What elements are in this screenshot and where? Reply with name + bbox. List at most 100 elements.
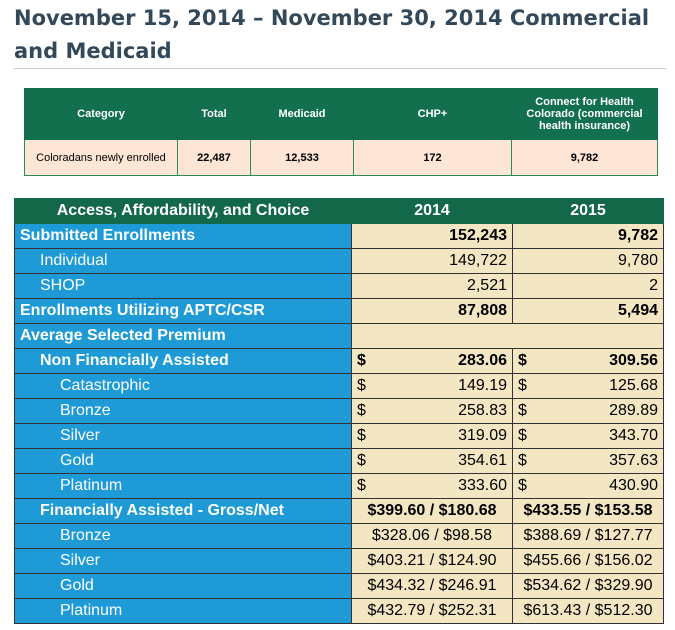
value-2014: $403.21 / $124.90	[351, 548, 513, 574]
cell-connect: 9,782	[511, 139, 658, 176]
value-2015: $289.89	[512, 398, 664, 424]
row-label: Average Selected Premium	[14, 323, 352, 349]
currency-symbol: $	[357, 427, 366, 444]
currency-symbol: $	[518, 377, 527, 394]
row-label: Bronze	[14, 398, 352, 424]
value-text: 357.63	[609, 452, 658, 469]
value-2014: 149,722	[351, 248, 513, 274]
value-2014: $283.06	[351, 348, 513, 374]
value-text: 430.90	[609, 477, 658, 494]
value-2014: 152,243	[351, 223, 513, 249]
table-row: SHOP 2,521 2	[14, 273, 664, 299]
empty-cell	[351, 323, 664, 349]
value-2014: $399.60 / $180.68	[351, 498, 513, 524]
header-connect: Connect for Health Colorado (commercial …	[511, 88, 658, 140]
value-2014: $319.09	[351, 423, 513, 449]
value-2015: $309.56	[512, 348, 664, 374]
table-row: Bronze $258.83 $289.89	[14, 398, 664, 424]
currency-symbol: $	[518, 452, 527, 469]
row-label: Financially Assisted - Gross/Net	[14, 498, 352, 524]
table-row: Submitted Enrollments 152,243 9,782	[14, 223, 664, 249]
value-text: 343.70	[609, 427, 658, 444]
currency-symbol: $	[518, 402, 527, 419]
currency-symbol: $	[518, 427, 527, 444]
row-label: Enrollments Utilizing APTC/CSR	[14, 298, 352, 324]
cell-category: Coloradans newly enrolled	[24, 139, 178, 176]
row-label: Platinum	[14, 598, 352, 624]
table-row: Financially Assisted - Gross/Net $399.60 …	[14, 498, 664, 524]
value-2014: $258.83	[351, 398, 513, 424]
currency-symbol: $	[518, 352, 527, 369]
value-2014: $333.60	[351, 473, 513, 499]
currency-symbol: $	[357, 377, 366, 394]
value-2014: $149.19	[351, 373, 513, 399]
value-2015: 9,782	[512, 223, 664, 249]
summary-table: Category Total Medicaid CHP+ Connect for…	[24, 88, 658, 176]
row-label: Individual	[14, 248, 352, 274]
value-2015: $343.70	[512, 423, 664, 449]
value-text: 149.19	[458, 377, 507, 394]
summary-data-row: Coloradans newly enrolled 22,487 12,533 …	[24, 139, 658, 176]
table-row: Silver $319.09 $343.70	[14, 423, 664, 449]
value-text: 289.89	[609, 402, 658, 419]
table-row: Individual 149,722 9,780	[14, 248, 664, 274]
header-2014: 2014	[351, 198, 513, 224]
table-row: Gold $354.61 $357.63	[14, 448, 664, 474]
value-2015: 9,780	[512, 248, 664, 274]
row-label: Silver	[14, 423, 352, 449]
row-label: Non Financially Assisted	[14, 348, 352, 374]
currency-symbol: $	[357, 402, 366, 419]
value-2015: 5,494	[512, 298, 664, 324]
value-text: 309.56	[609, 352, 658, 369]
row-label: Platinum	[14, 473, 352, 499]
value-2015: 2	[512, 273, 664, 299]
row-label: Bronze	[14, 523, 352, 549]
enrollment-table: Access, Affordability, and Choice 2014 2…	[14, 198, 664, 624]
row-label: Silver	[14, 548, 352, 574]
value-2014: $434.32 / $246.91	[351, 573, 513, 599]
value-text: 333.60	[458, 477, 507, 494]
value-2015: $388.69 / $127.77	[512, 523, 664, 549]
table-row: Silver $403.21 / $124.90 $455.66 / $156.02	[14, 548, 664, 574]
currency-symbol: $	[357, 477, 366, 494]
table-row: Catastrophic $149.19 $125.68	[14, 373, 664, 399]
value-text: 258.83	[458, 402, 507, 419]
row-label: Submitted Enrollments	[14, 223, 352, 249]
row-label: Gold	[14, 448, 352, 474]
value-2014: 87,808	[351, 298, 513, 324]
cell-chp: 172	[353, 139, 512, 176]
table-row: Gold $434.32 / $246.91 $534.62 / $329.90	[14, 573, 664, 599]
cell-total: 22,487	[177, 139, 251, 176]
value-2015: $430.90	[512, 473, 664, 499]
value-text: 319.09	[458, 427, 507, 444]
value-text: 283.06	[458, 352, 507, 369]
table-row: Average Selected Premium	[14, 323, 664, 349]
header-chp: CHP+	[353, 88, 512, 140]
summary-header-row: Category Total Medicaid CHP+ Connect for…	[24, 88, 658, 140]
value-text: 125.68	[609, 377, 658, 394]
value-2015: $433.55 / $153.58	[512, 498, 664, 524]
value-2014: 2,521	[351, 273, 513, 299]
value-2014: $354.61	[351, 448, 513, 474]
divider	[14, 68, 666, 69]
table-row: Platinum $333.60 $430.90	[14, 473, 664, 499]
value-2015: $125.68	[512, 373, 664, 399]
currency-symbol: $	[357, 452, 366, 469]
header-label: Access, Affordability, and Choice	[14, 198, 352, 224]
row-label: SHOP	[14, 273, 352, 299]
header-medicaid: Medicaid	[250, 88, 354, 140]
value-2015: $455.66 / $156.02	[512, 548, 664, 574]
currency-symbol: $	[518, 477, 527, 494]
row-label: Catastrophic	[14, 373, 352, 399]
value-2014: $328.06 / $98.58	[351, 523, 513, 549]
value-2015: $357.63	[512, 448, 664, 474]
row-label: Gold	[14, 573, 352, 599]
table-row: Non Financially Assisted $283.06 $309.56	[14, 348, 664, 374]
table-row: Enrollments Utilizing APTC/CSR 87,808 5,49…	[14, 298, 664, 324]
value-2015: $613.43 / $512.30	[512, 598, 664, 624]
header-total: Total	[177, 88, 251, 140]
table-row: Platinum $432.79 / $252.31 $613.43 / $512.…	[14, 598, 664, 624]
table-row: Bronze $328.06 / $98.58 $388.69 / $127.77	[14, 523, 664, 549]
value-2014: $432.79 / $252.31	[351, 598, 513, 624]
enrollment-header-row: Access, Affordability, and Choice 2014 2…	[14, 198, 664, 224]
